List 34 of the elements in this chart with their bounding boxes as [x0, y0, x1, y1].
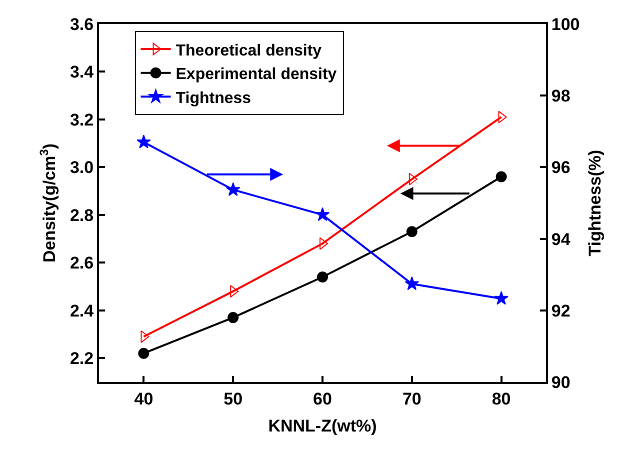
y2-tick-label: 100 [551, 14, 580, 34]
point [138, 348, 150, 359]
x-tick-label: 80 [492, 389, 511, 408]
y2-tick-label: 90 [551, 372, 570, 392]
legend-label: Experimental density [176, 66, 337, 84]
x-tick-label: 40 [134, 389, 154, 408]
y2-tick-label: 96 [551, 158, 570, 178]
y-tick-label: 2.4 [70, 301, 94, 320]
x-tick-label: 60 [313, 389, 332, 408]
y-tick-label: 2.8 [70, 206, 94, 225]
point [226, 182, 240, 196]
y-tick-label: 3.0 [70, 158, 94, 178]
x-axis-title: KNNL-Z(wt%) [268, 416, 377, 436]
legend-label: Theoretical density [176, 42, 322, 60]
y-tick-label: 3.6 [70, 14, 94, 34]
y2-tick-label: 92 [551, 301, 570, 320]
y-tick-label: 2.6 [70, 254, 94, 273]
x-tick-label: 70 [402, 389, 422, 408]
y2-tick-label: 94 [551, 230, 571, 249]
y-tick-label: 3.2 [70, 110, 94, 130]
y-tick-label: 2.2 [70, 349, 94, 368]
y2-axis-title: Tightness(%) [586, 150, 605, 256]
legend-label: Tightness [176, 90, 252, 107]
point [406, 226, 418, 238]
point [404, 276, 420, 290]
point [496, 171, 507, 182]
point [136, 134, 151, 148]
point [315, 207, 330, 221]
y2-tick-label: 98 [551, 86, 570, 106]
point [317, 271, 328, 282]
x-tick-label: 50 [224, 389, 243, 408]
y-tick-label: 3.4 [70, 62, 94, 82]
point [494, 291, 508, 305]
point [228, 312, 239, 324]
